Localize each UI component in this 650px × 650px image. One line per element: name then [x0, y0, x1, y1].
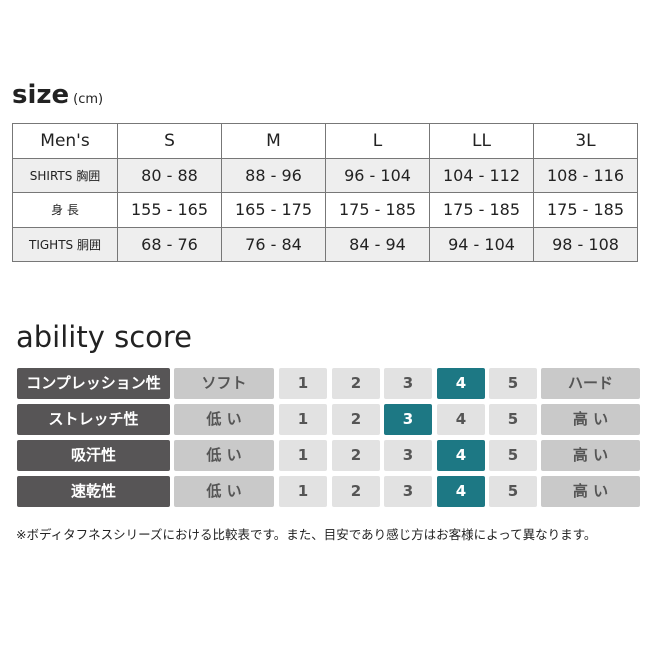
score-cell: 1	[279, 404, 327, 435]
score-cell-selected: 3	[384, 404, 432, 435]
ability-label: コンプレッション性	[17, 368, 170, 399]
table-cell: 175 - 185	[325, 192, 430, 228]
table-cell: 76 - 84	[221, 226, 326, 262]
score-cell: 5	[489, 404, 537, 435]
size-title-text: size	[12, 80, 70, 110]
score-cell: 1	[279, 476, 327, 507]
table-cell: 98 - 108	[533, 226, 638, 262]
table-cell: 175 - 185	[429, 192, 534, 228]
table-cell: 108 - 116	[533, 157, 638, 193]
score-cell-selected: 4	[437, 440, 485, 471]
table-cell: 165 - 175	[221, 192, 326, 228]
ability-label: 速乾性	[17, 476, 170, 507]
size-title: size (cm)	[12, 80, 103, 110]
high-label: 高 い	[541, 404, 640, 435]
ability-label: 吸汗性	[17, 440, 170, 471]
high-label: 高 い	[541, 440, 640, 471]
ability-title: ability score	[16, 320, 193, 354]
header-cell: 3L	[533, 123, 638, 159]
score-cell: 2	[332, 404, 380, 435]
score-cell: 1	[279, 368, 327, 399]
score-cell: 1	[279, 440, 327, 471]
high-label: ハード	[541, 368, 640, 399]
high-label: 高 い	[541, 476, 640, 507]
header-cell: LL	[429, 123, 534, 159]
score-cell: 2	[332, 440, 380, 471]
table-cell: 175 - 185	[533, 192, 638, 228]
table-cell: 104 - 112	[429, 157, 534, 193]
low-label: ソフト	[174, 368, 274, 399]
header-cell: S	[117, 123, 222, 159]
score-cell: 3	[384, 440, 432, 471]
low-label: 低 い	[174, 440, 274, 471]
footnote: ※ボディタフネスシリーズにおける比較表です。また、目安であり感じ方はお客様によっ…	[16, 527, 597, 542]
header-cell: Men's	[12, 123, 118, 159]
table-cell: 96 - 104	[325, 157, 430, 193]
score-cell: 3	[384, 476, 432, 507]
row-label: SHIRTS 胸囲	[12, 157, 118, 193]
ability-label: ストレッチ性	[17, 404, 170, 435]
table-cell: 88 - 96	[221, 157, 326, 193]
row-label: TIGHTS 胴囲	[12, 226, 118, 262]
table-row: TIGHTS 胴囲 68 - 76 76 - 84 84 - 94 94 - 104 98…	[12, 226, 638, 262]
table-cell: 155 - 165	[117, 192, 222, 228]
size-table: Men's S M L LL 3L SHIRTS 胸囲 80 - 88 88 - 9…	[12, 123, 638, 262]
score-cell-selected: 4	[437, 368, 485, 399]
score-cell: 5	[489, 476, 537, 507]
table-cell: 84 - 94	[325, 226, 430, 262]
score-cell: 2	[332, 368, 380, 399]
table-cell: 68 - 76	[117, 226, 222, 262]
score-cell: 2	[332, 476, 380, 507]
header-cell: L	[325, 123, 430, 159]
size-unit: (cm)	[73, 92, 104, 107]
low-label: 低 い	[174, 404, 274, 435]
table-header-row: Men's S M L LL 3L	[12, 123, 638, 159]
low-label: 低 い	[174, 476, 274, 507]
score-cell: 5	[489, 440, 537, 471]
row-label: 身 長	[12, 192, 118, 228]
table-cell: 94 - 104	[429, 226, 534, 262]
score-cell: 4	[437, 404, 485, 435]
ability-row: コンプレッション性 ソフト 1 2 3 4 5 ハード	[17, 368, 640, 399]
table-row: SHIRTS 胸囲 80 - 88 88 - 96 96 - 104 104 - 112…	[12, 157, 638, 193]
header-cell: M	[221, 123, 326, 159]
score-cell-selected: 4	[437, 476, 485, 507]
score-cell: 5	[489, 368, 537, 399]
table-row: 身 長 155 - 165 165 - 175 175 - 185 175 - 185 1…	[12, 192, 638, 228]
score-cell: 3	[384, 368, 432, 399]
table-cell: 80 - 88	[117, 157, 222, 193]
